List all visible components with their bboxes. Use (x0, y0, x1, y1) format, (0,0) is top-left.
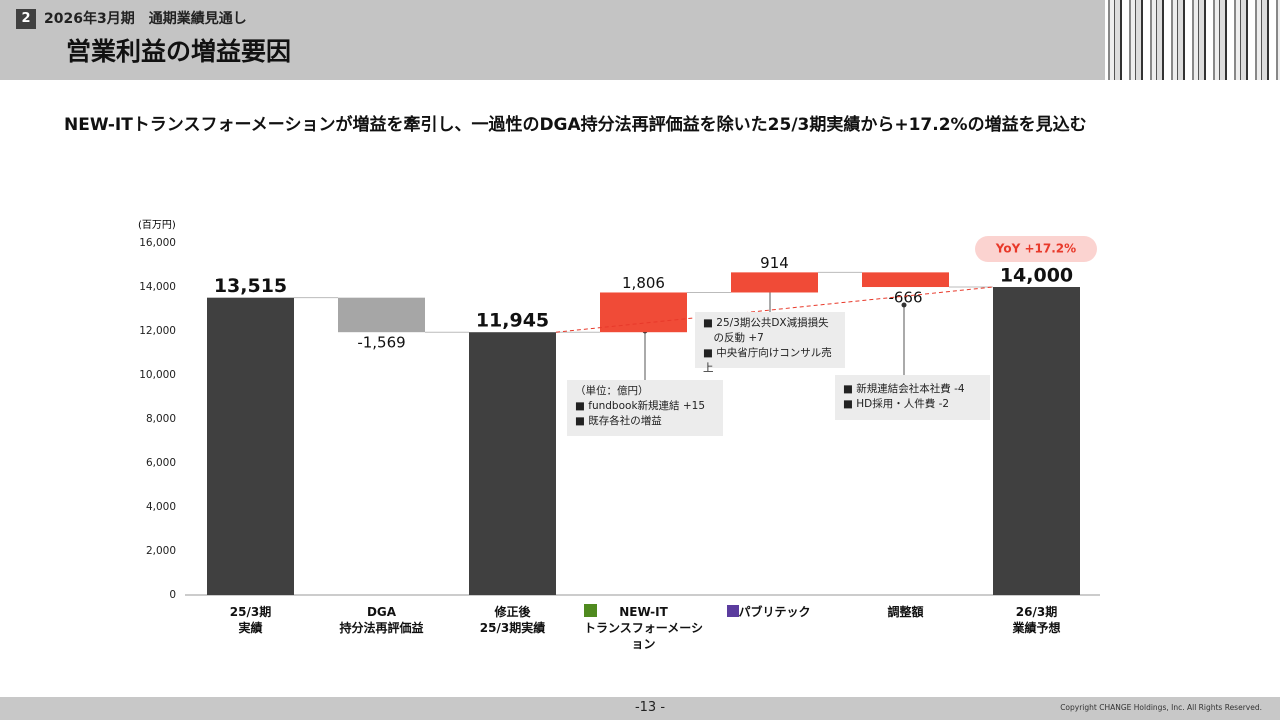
bar (207, 297, 294, 595)
x-tick-label: 26/3期 業績予想 (1012, 605, 1061, 635)
subtitle: NEW-ITトランスフォーメーションが増益を牽引し、一過性のDGA持分法再評価益… (64, 115, 1087, 135)
x-tick-label: NEW-IT トランスフォーメーション (583, 605, 704, 651)
x-tick-label: パブリテック (738, 605, 811, 619)
page-number: -13 - (634, 700, 666, 715)
x-tick-label: 25/3期 実績 (229, 605, 272, 635)
section-label: 2026年3月期 通期業績見通し (44, 11, 247, 27)
callout-text: ■ 25/3期公共DX減損損失 の反動 +7 (703, 317, 829, 344)
section-badge: 2 (16, 9, 36, 29)
y-tick-label: 10,000 (139, 369, 176, 381)
value-label: 1,806 (622, 274, 665, 292)
bar (600, 292, 687, 333)
y-tick-label: 16,000 (139, 237, 176, 249)
value-label: 11,945 (476, 310, 549, 332)
callout-box: ■ 新規連結会社本社費 -4 ■ HD採用・人件費 -2 (835, 375, 990, 420)
bar (338, 297, 425, 333)
bar (469, 332, 556, 595)
x-tick-label: DGA 持分法再評価益 (339, 605, 424, 635)
yoy-badge (975, 236, 1097, 262)
y-tick-label: 2,000 (146, 545, 176, 557)
callout-dot (901, 302, 907, 308)
y-tick-label: 14,000 (139, 281, 176, 293)
y-tick-label: 12,000 (139, 325, 176, 337)
callout-box: （単位：億円） ■ fundbook新規連結 +15 ■ 既存各社の増益 (567, 380, 723, 436)
callout-text: ■ 既存各社の増益 (575, 415, 662, 427)
value-label: 14,000 (1000, 265, 1073, 287)
callout-box: ■ 25/3期公共DX減損損失 の反動 +7 ■ 中央省庁向けコンサル売上 (695, 312, 845, 374)
value-label: 914 (760, 254, 789, 272)
y-tick-label: 8,000 (146, 413, 176, 425)
footer-band (0, 697, 1280, 720)
copyright: Copyright CHANGE Holdings, Inc. All Righ… (1060, 703, 1262, 712)
bar (993, 287, 1080, 595)
trend-line (555, 286, 994, 333)
legend-swatch (584, 604, 597, 617)
callout-text: （単位：億円） (575, 385, 649, 397)
x-tick-label: 修正後 25/3期実績 (479, 605, 546, 635)
header-pattern (1105, 0, 1280, 80)
callout-text: ■ fundbook新規連結 +15 (575, 400, 706, 412)
value-label: 13,515 (214, 275, 287, 297)
legend-swatch (727, 605, 739, 617)
y-tick-label: 0 (169, 589, 176, 601)
callout-text: ■ HD採用・人件費 -2 (843, 398, 950, 410)
header-band (0, 0, 1280, 80)
value-label: -666 (888, 289, 922, 307)
bar (862, 272, 949, 288)
slide-title: 営業利益の増益要因 (66, 37, 292, 66)
x-tick-label: 調整額 (887, 605, 924, 619)
y-axis-label: (百万円) (138, 219, 176, 231)
callout-text: ■ 新規連結会社本社費 -4 (843, 383, 965, 395)
y-tick-label: 6,000 (146, 457, 176, 469)
y-tick-label: 4,000 (146, 501, 176, 513)
value-label: -1,569 (357, 334, 405, 352)
callout-text: ■ 中央省庁向けコンサル売上 (703, 347, 832, 374)
bar (731, 272, 818, 293)
yoy-label: YoY +17.2% (995, 242, 1076, 256)
